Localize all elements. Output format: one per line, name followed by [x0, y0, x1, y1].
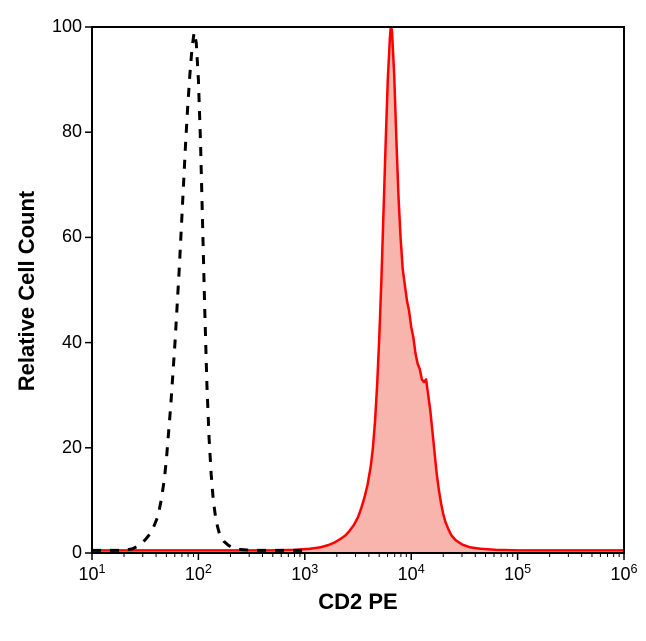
- x-tick-label: 101: [67, 562, 117, 585]
- x-tick-label: 105: [493, 562, 543, 585]
- x-axis-label: CD2 PE: [258, 589, 458, 615]
- y-tick-label: 80: [42, 121, 82, 142]
- y-tick-label: 100: [42, 16, 82, 37]
- y-tick-label: 20: [42, 437, 82, 458]
- x-tick-label: 104: [386, 562, 436, 585]
- x-tick-label: 106: [599, 562, 646, 585]
- histogram-chart: [0, 0, 646, 641]
- y-tick-label: 60: [42, 226, 82, 247]
- y-axis-label: Relative Cell Count: [14, 161, 40, 421]
- y-tick-label: 40: [42, 332, 82, 353]
- x-tick-label: 103: [280, 562, 330, 585]
- x-tick-label: 102: [173, 562, 223, 585]
- chart-container: 0 20 40 60 80 100 101 102 103 104 105 106 Relative C…: [0, 0, 646, 641]
- y-tick-label: 0: [42, 542, 82, 563]
